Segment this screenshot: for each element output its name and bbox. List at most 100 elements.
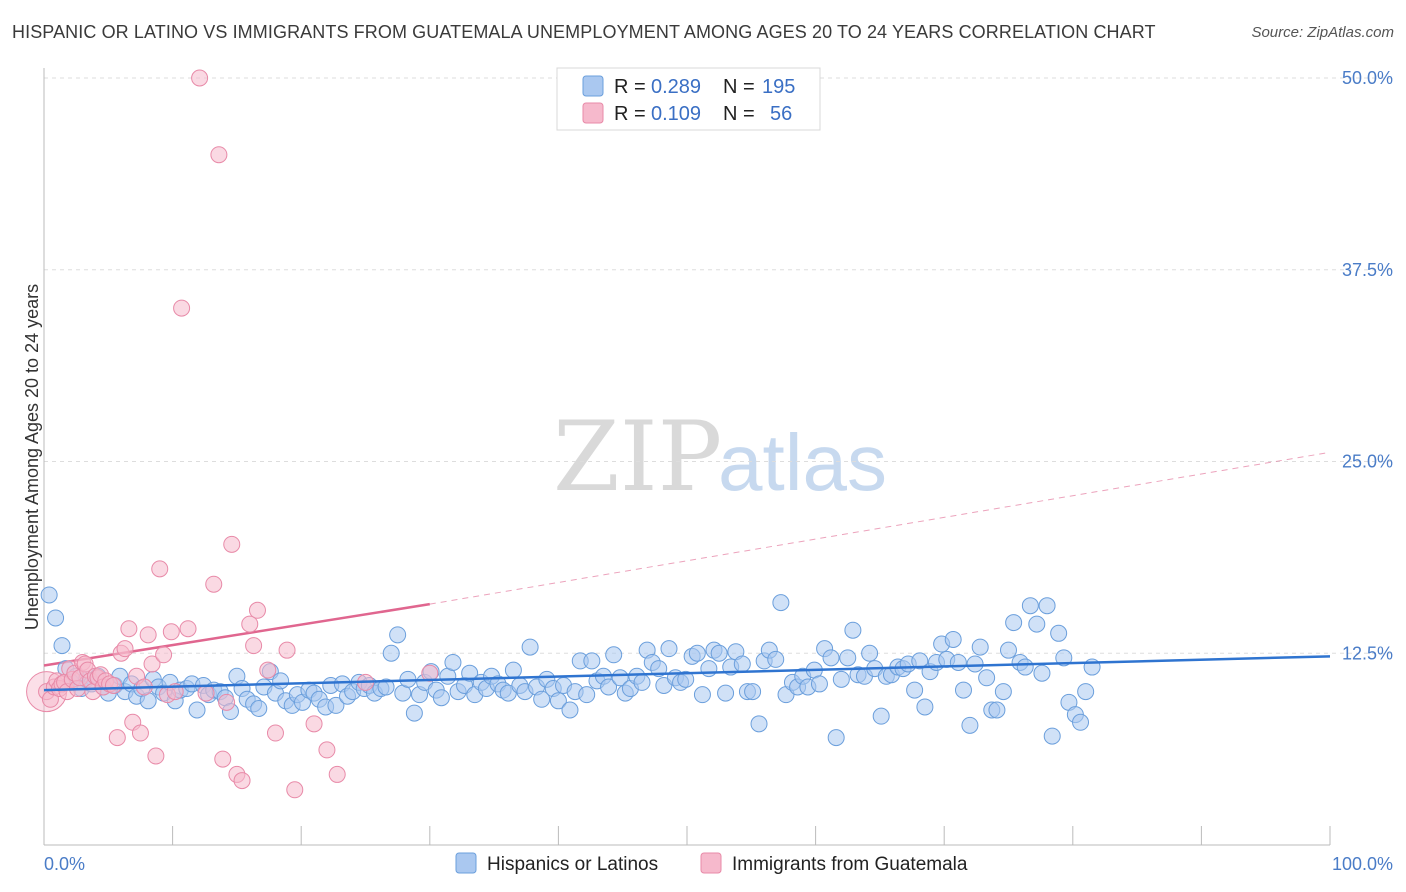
y-tick-label: 50.0% — [1342, 68, 1393, 88]
data-point-guatemala — [214, 750, 232, 768]
legend-r-label: R = — [614, 76, 646, 98]
data-point-guatemala — [191, 69, 209, 87]
trend-hispanics-or-latinos — [43, 655, 1331, 692]
data-point-hispanic — [633, 673, 651, 691]
x-tick-label-min: 0.0% — [44, 854, 85, 874]
data-point-hispanic — [1028, 615, 1046, 633]
legend-n-blue: 195 — [762, 76, 795, 98]
data-point-hispanic — [549, 692, 567, 710]
data-point-hispanic — [1055, 649, 1073, 667]
data-point-hispanic — [772, 594, 790, 612]
trend-line-pink — [43, 602, 430, 667]
data-point-hispanic — [906, 681, 924, 699]
data-point-hispanic — [660, 640, 678, 658]
data-point-guatemala — [223, 535, 241, 553]
data-point-hispanic — [327, 696, 345, 714]
data-point-hispanic — [861, 644, 879, 662]
data-point-hispanic — [944, 630, 962, 648]
data-point-hispanic — [1000, 641, 1017, 659]
axes — [43, 68, 1331, 846]
data-point-hispanic — [677, 670, 695, 688]
y-axis-label: Unemployment Among Ages 20 to 24 years — [22, 284, 42, 630]
trend-line-pink-extension — [429, 451, 1331, 605]
data-point-hispanic — [405, 704, 423, 722]
legend-swatch-pink — [582, 102, 604, 124]
watermark-atlas: atlas — [718, 418, 887, 507]
legend-swatch-guatemala — [700, 852, 722, 874]
data-point-hispanic — [832, 670, 850, 688]
data-point-hispanic — [954, 681, 972, 699]
data-point-hispanic — [533, 690, 551, 708]
data-point-hispanic — [1021, 597, 1039, 615]
data-point-hispanic — [693, 686, 711, 704]
data-point-guatemala — [305, 715, 323, 733]
legend-n-pink: 56 — [770, 103, 792, 125]
legend-r-blue: 0.289 — [651, 76, 701, 98]
legend-swatch-blue — [582, 75, 604, 97]
data-point-guatemala — [318, 741, 336, 759]
data-point-hispanic — [521, 638, 539, 656]
data-point-hispanic — [988, 701, 1006, 719]
data-point-guatemala — [139, 626, 157, 644]
data-point-hispanic — [1050, 624, 1068, 642]
legend-swatch-hispanics — [455, 852, 477, 874]
data-point-hispanic — [966, 655, 984, 673]
data-point-hispanic — [961, 716, 979, 734]
trend-line-blue — [43, 655, 1331, 692]
data-point-hispanic — [250, 699, 268, 717]
data-point-hispanic — [750, 715, 768, 733]
data-point-hispanic — [839, 649, 857, 667]
data-point-hispanic — [1043, 727, 1061, 745]
data-point-hispanic — [767, 650, 785, 668]
legend-r-label: R = — [614, 103, 646, 125]
data-point-hispanic — [1033, 664, 1051, 682]
data-point-hispanic — [1016, 658, 1034, 676]
chart-title: HISPANIC OR LATINO VS IMMIGRANTS FROM GU… — [12, 22, 1156, 42]
trend-immigrants-guatemala — [43, 451, 1331, 667]
data-point-hispanic — [40, 586, 58, 604]
data-point-guatemala — [131, 724, 149, 742]
data-point-guatemala — [162, 623, 180, 641]
data-point-hispanic — [710, 644, 728, 662]
data-point-hispanic — [688, 644, 706, 662]
data-point-hispanic — [1072, 713, 1090, 731]
data-point-guatemala — [104, 676, 122, 694]
legend-stats: R = 0.289 N = 195 R = 0.109 N = 56 — [556, 67, 821, 131]
data-point-hispanic — [827, 729, 845, 747]
data-point-hispanic — [1077, 683, 1095, 701]
data-point-hispanic — [916, 698, 934, 716]
data-point-hispanic — [700, 660, 718, 678]
data-point-hispanic — [47, 609, 65, 627]
data-point-hispanic — [971, 638, 989, 656]
x-tick-labels: 0.0% 100.0% — [44, 854, 1393, 874]
data-point-guatemala — [278, 641, 296, 659]
data-point-hispanic — [733, 655, 751, 673]
data-point-guatemala — [143, 655, 161, 673]
data-point-hispanic — [744, 683, 762, 701]
y-tick-label: 12.5% — [1342, 643, 1393, 663]
series-hispanics-or-latinos — [40, 586, 1101, 747]
data-point-hispanic — [810, 675, 828, 693]
data-point-hispanic — [444, 653, 462, 671]
watermark-zip: ZIP — [553, 401, 722, 513]
data-point-guatemala — [151, 560, 169, 578]
data-point-hispanic — [822, 649, 840, 667]
legend-n-label: N = — [723, 76, 755, 98]
data-point-hispanic — [504, 661, 522, 679]
data-point-hispanic — [872, 707, 890, 725]
data-point-guatemala — [179, 620, 197, 638]
data-point-guatemala — [218, 693, 236, 711]
data-point-hispanic — [605, 646, 623, 664]
data-point-guatemala — [155, 646, 173, 664]
data-point-hispanic — [911, 652, 929, 670]
data-point-hispanic — [377, 678, 395, 696]
data-point-guatemala — [266, 724, 284, 742]
data-point-hispanic — [53, 637, 71, 655]
data-point-guatemala — [108, 729, 126, 747]
data-point-hispanic — [188, 701, 206, 719]
data-point-hispanic — [1005, 614, 1023, 632]
data-point-guatemala — [173, 299, 191, 317]
watermark: ZIP atlas — [553, 401, 887, 513]
legend-series: Hispanics or Latinos Immigrants from Gua… — [455, 852, 968, 875]
